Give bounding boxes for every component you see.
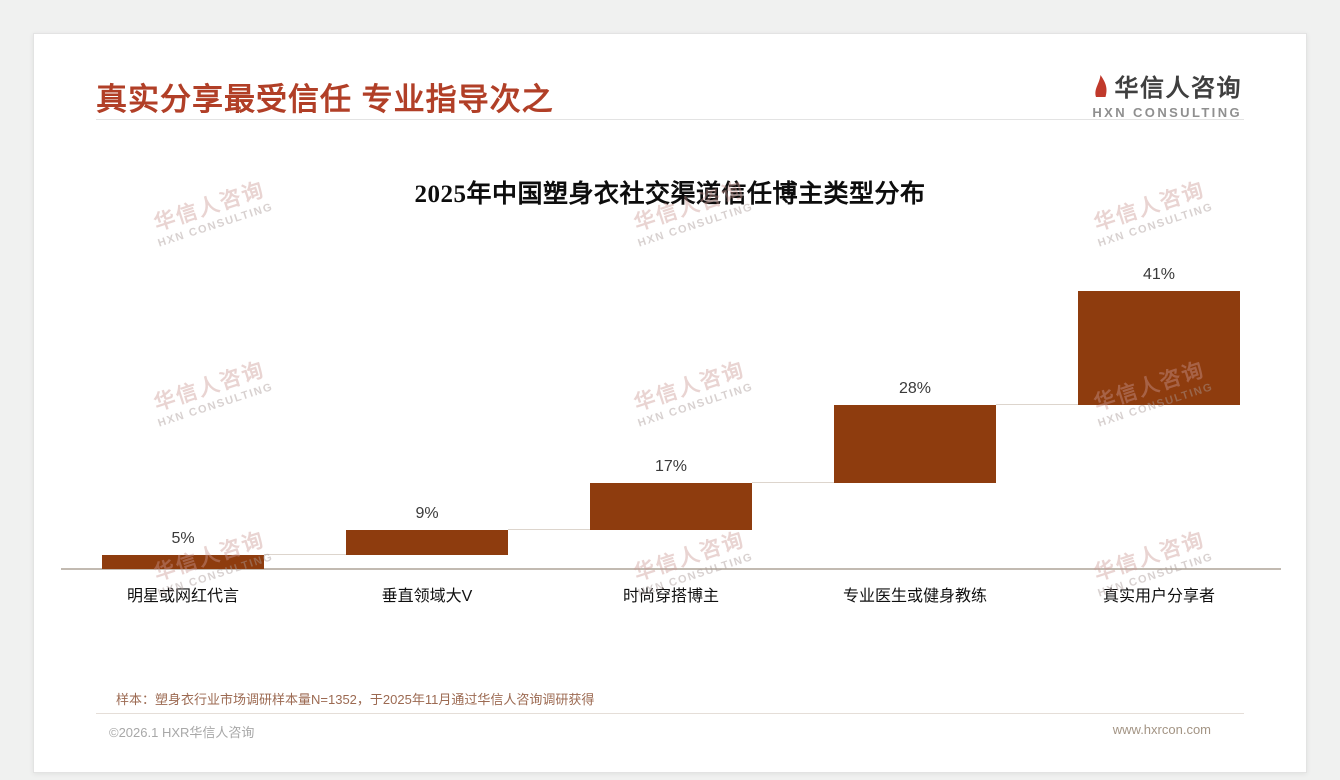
step-connector bbox=[996, 403, 1078, 405]
bar-value-label: 9% bbox=[415, 505, 439, 523]
chart-bar bbox=[102, 555, 264, 569]
report-slide: 真实分享最受信任 专业指导次之 华信人咨询 HXN CONSULTING 202… bbox=[33, 33, 1307, 773]
footer-divider bbox=[96, 713, 1244, 714]
page-title: 真实分享最受信任 专业指导次之 bbox=[96, 82, 554, 117]
bar-value-label: 41% bbox=[1142, 266, 1176, 283]
chart-bar bbox=[590, 482, 752, 531]
category-label: 垂直领域大V bbox=[381, 588, 473, 605]
step-connector bbox=[508, 529, 590, 531]
logo-subtitle: HXN CONSULTING bbox=[1092, 105, 1242, 120]
website-text: www.hxrcon.com bbox=[1112, 722, 1211, 737]
chart-title: 2025年中国塑身衣社交渠道信任博主类型分布 bbox=[414, 181, 926, 208]
waterfall-chart: 5% 明星或网红代言 9% 垂直领域大V 17% 时尚穿搭博主 28% 专业医生或健身教练 41… bbox=[61, 258, 1281, 605]
step-connector bbox=[752, 481, 834, 483]
category-label: 时尚穿搭博主 bbox=[622, 588, 719, 605]
chart-bar bbox=[1078, 291, 1240, 405]
logo-flame-icon bbox=[1091, 73, 1110, 99]
bar-value-label: 28% bbox=[898, 379, 932, 397]
logo-name: 华信人咨询 bbox=[1114, 75, 1242, 102]
chart-baseline bbox=[61, 568, 1281, 570]
category-label: 真实用户分享者 bbox=[1102, 588, 1215, 605]
category-label: 专业医生或健身教练 bbox=[842, 588, 987, 605]
chart-bar bbox=[346, 530, 508, 556]
bar-value-label: 5% bbox=[171, 530, 195, 548]
chart-bar bbox=[834, 405, 996, 483]
header-divider bbox=[96, 119, 1244, 120]
logo: 华信人咨询 HXN CONSULTING bbox=[1091, 68, 1243, 120]
category-label: 明星或网红代言 bbox=[126, 588, 239, 605]
bar-value-label: 17% bbox=[654, 457, 688, 475]
step-connector bbox=[264, 554, 346, 556]
copyright-text: ©2026.1 HXR华信人咨询 bbox=[109, 725, 255, 740]
logo-row: 华信人咨询 bbox=[1091, 68, 1243, 103]
sample-note: 样本：塑身衣行业市场调研样本量N=1352，于2025年11月通过华信人咨询调研… bbox=[116, 692, 595, 707]
